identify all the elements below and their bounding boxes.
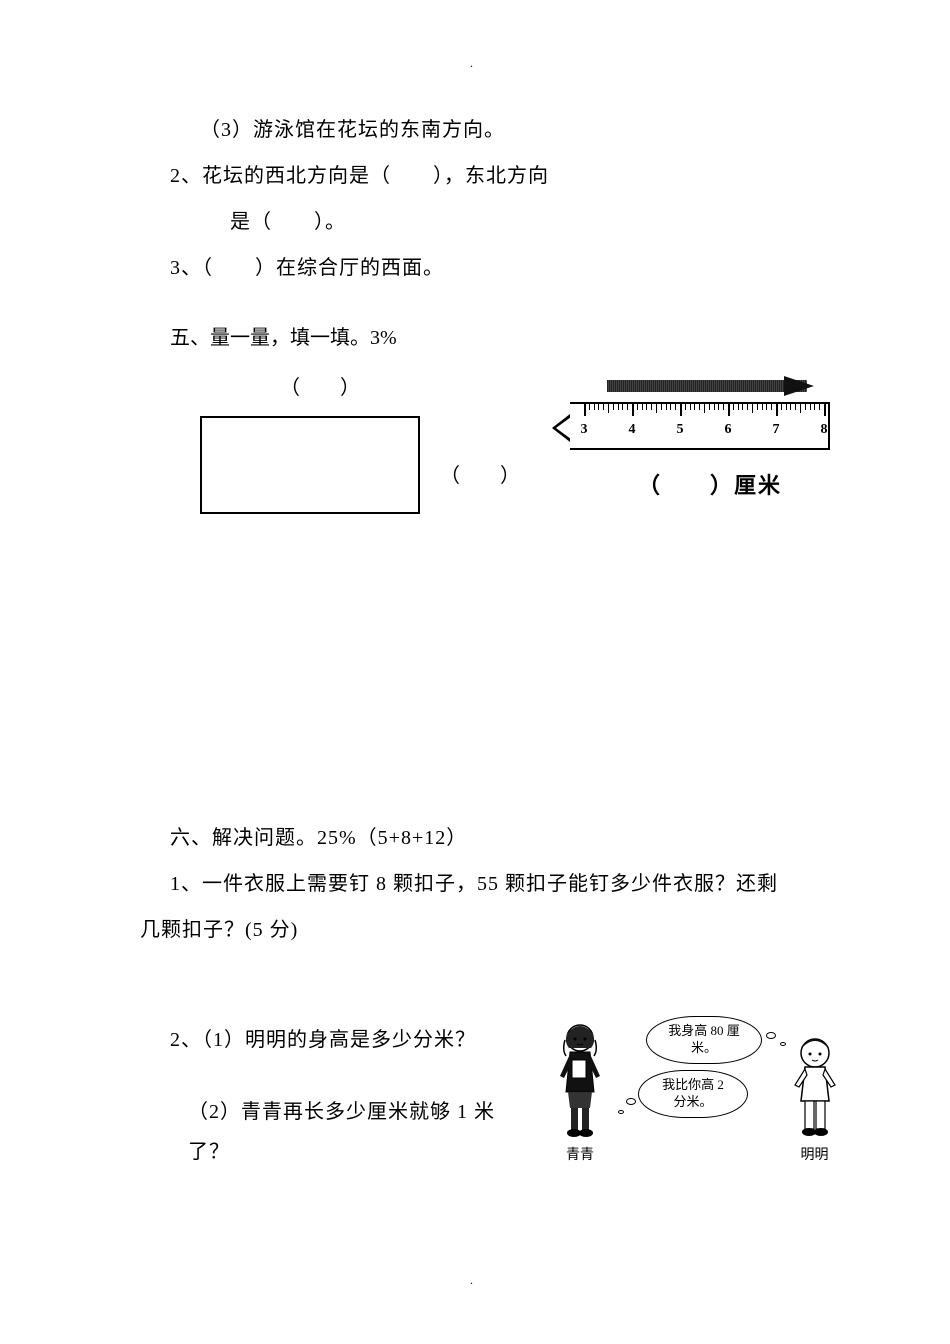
q2-line-a: 2、花坛的西北方向是（ ），东北方向: [140, 156, 810, 196]
rect-width-blank: （ ）: [280, 368, 420, 408]
ruler-minor-tick: [814, 404, 815, 410]
ruler-minor-tick: [762, 404, 763, 410]
ruler-minor-tick: [656, 404, 657, 413]
ruler-minor-tick: [603, 404, 604, 410]
bubble-qingqing-l1: 我比你高 2: [662, 1077, 724, 1092]
ruler-minor-tick: [819, 404, 820, 410]
q2-line-b: 是（ ）。: [140, 202, 810, 242]
ruler-minor-tick: [661, 404, 662, 410]
measure-area: （ ） （ ） 345678 （ ）厘米: [140, 368, 810, 568]
ruler-minor-tick: [651, 404, 652, 410]
q6-1b: 几颗扣子？(5 分): [140, 910, 810, 950]
ruler-minor-tick: [646, 404, 647, 410]
ruler-minor-tick: [742, 404, 743, 410]
ruler-minor-tick: [786, 404, 787, 410]
ruler-tick-label: 6: [725, 416, 732, 444]
q6-2-2: （2）青青再长多少厘米就够 1 米了？: [140, 1092, 520, 1172]
ruler-major-tick: [632, 404, 634, 416]
ruler-minor-tick: [675, 404, 676, 410]
ruler-major-tick: [824, 404, 826, 416]
rectangle-box: [200, 416, 420, 514]
ruler-major-tick: [680, 404, 682, 416]
kids-illustration: 我身高 80 厘米。 我比你高 2 分米。: [546, 1010, 846, 1170]
q6-2-1: 2、（1）明明的身高是多少分米？: [140, 1020, 520, 1060]
q3-line: 3、（ ）在综合厅的西面。: [140, 248, 810, 288]
ruler: 3 4 5 6 7 8: [570, 402, 830, 450]
mingming-figure: 明明: [787, 1035, 842, 1170]
mingming-label: 明明: [787, 1142, 842, 1170]
rectangle-measure: （ ）: [200, 368, 420, 514]
ruler-minor-tick: [718, 404, 719, 410]
bubble-dot: [618, 1110, 624, 1114]
q3-sub3: （3）游泳馆在花坛的东南方向。: [140, 110, 810, 150]
speech-bubble-mingming: 我身高 80 厘米。: [646, 1016, 762, 1064]
bubble-mingming-text: 我身高 80 厘米。: [668, 1023, 740, 1055]
section6: 六、解决问题。25%（5+8+12） 1、一件衣服上需要钉 8 颗扣子，55 颗…: [140, 818, 810, 1200]
ruler-major-tick: [584, 404, 586, 416]
ruler-answer-blank: （ ）厘米: [570, 464, 850, 508]
ruler-minor-tick: [608, 404, 609, 413]
ruler-minor-tick: [795, 404, 796, 410]
ruler-minor-tick: [709, 404, 710, 410]
ruler-figure: 3 4 5 6 7 8 （ ）厘米: [570, 378, 850, 508]
ruler-minor-tick: [685, 404, 686, 410]
ruler-minor-tick: [637, 404, 638, 410]
ruler-minor-tick: [800, 404, 801, 413]
q6-2-area: 2、（1）明明的身高是多少分米？ （2）青青再长多少厘米就够 1 米了？ 我身高…: [140, 1020, 810, 1200]
ruler-minor-tick: [757, 404, 758, 410]
ruler-minor-tick: [622, 404, 623, 410]
ruler-minor-tick: [627, 404, 628, 410]
qingqing-figure: 青青: [550, 1020, 610, 1170]
ruler-minor-tick: [589, 404, 590, 410]
page-dot-bottom: .: [470, 1273, 473, 1288]
speech-bubble-qingqing: 我比你高 2 分米。: [638, 1070, 748, 1118]
ruler-minor-tick: [810, 404, 811, 410]
bubble-qingqing-l2: 分米。: [673, 1094, 712, 1109]
ruler-minor-tick: [747, 404, 748, 410]
ruler-minor-tick: [642, 404, 643, 410]
ruler-minor-tick: [733, 404, 734, 410]
pencil-icon: [595, 378, 850, 398]
ruler-minor-tick: [805, 404, 806, 410]
ruler-minor-tick: [699, 404, 700, 410]
ruler-minor-tick: [613, 404, 614, 410]
q6-1a: 1、一件衣服上需要钉 8 颗扣子，55 颗扣子能钉多少件衣服？还剩: [140, 864, 810, 904]
bubble-dot: [780, 1042, 786, 1046]
ruler-minor-tick: [594, 404, 595, 410]
ruler-tick-label: 5: [677, 416, 684, 444]
ruler-minor-tick: [714, 404, 715, 410]
qingqing-label: 青青: [550, 1142, 610, 1170]
section5-title: 五、量一量，填一填。3%: [140, 318, 810, 358]
ruler-minor-tick: [723, 404, 724, 410]
ruler-major-tick: [776, 404, 778, 416]
bubble-dot: [766, 1032, 776, 1039]
ruler-minor-tick: [766, 404, 767, 410]
ruler-minor-tick: [670, 404, 671, 410]
ruler-minor-tick: [598, 404, 599, 410]
page-content: （3）游泳馆在花坛的东南方向。 2、花坛的西北方向是（ ），东北方向 是（ ）。…: [0, 50, 950, 1200]
ruler-minor-tick: [781, 404, 782, 410]
ruler-minor-tick: [666, 404, 667, 410]
ruler-minor-tick: [704, 404, 705, 413]
ruler-minor-tick: [618, 404, 619, 410]
ruler-tick-label: 7: [773, 416, 780, 444]
ruler-tick-label: 4: [629, 416, 636, 444]
section6-title: 六、解决问题。25%（5+8+12）: [140, 818, 810, 858]
page-dot-top: .: [470, 56, 473, 71]
bubble-dot: [626, 1098, 636, 1105]
ruler-minor-tick: [738, 404, 739, 410]
ruler-minor-tick: [690, 404, 691, 410]
ruler-minor-tick: [771, 404, 772, 410]
rect-height-blank: （ ）: [440, 456, 520, 496]
ruler-tick-label: 8: [821, 416, 828, 444]
ruler-minor-tick: [694, 404, 695, 410]
ruler-major-tick: [728, 404, 730, 416]
ruler-minor-tick: [752, 404, 753, 413]
ruler-minor-tick: [790, 404, 791, 410]
ruler-tick-label: 3: [581, 416, 588, 444]
